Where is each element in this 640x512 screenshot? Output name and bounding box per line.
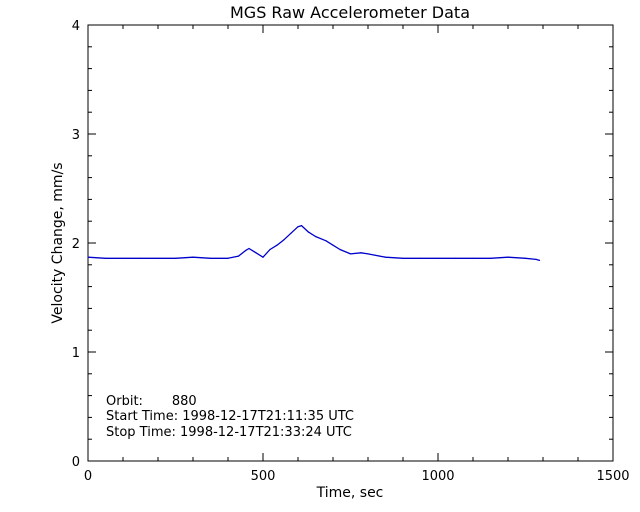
data-point	[472, 257, 474, 259]
data-point	[339, 248, 341, 251]
data-point	[360, 252, 362, 254]
data-point	[209, 257, 212, 259]
x-axis-label: Time, sec	[316, 485, 384, 501]
data-point	[454, 257, 457, 259]
y-tick-label: 3	[72, 128, 80, 143]
data-point	[276, 244, 278, 246]
data-point	[297, 226, 299, 228]
data-point	[538, 259, 541, 261]
data-point	[300, 225, 303, 227]
data-point	[244, 250, 247, 252]
data-point	[122, 257, 124, 259]
data-point	[255, 252, 257, 254]
data-point	[489, 257, 492, 259]
data-point	[290, 232, 292, 234]
y-tick-label: 1	[72, 346, 80, 361]
data-point	[192, 256, 194, 258]
x-tick-label: 1500	[596, 469, 629, 484]
data-point	[237, 255, 240, 257]
series-layer	[87, 224, 541, 262]
data-point	[227, 257, 229, 259]
x-tick-label: 0	[84, 469, 92, 484]
annotation-start-time: Start Time: 1998-12-17T21:11:35 UTC	[106, 409, 354, 424]
data-point	[349, 253, 352, 255]
data-point	[419, 257, 422, 259]
data-point	[384, 256, 387, 258]
data-point	[174, 257, 177, 259]
chart-title: MGS Raw Accelerometer Data	[230, 3, 470, 22]
data-point	[367, 253, 369, 255]
x-tick-label: 1000	[421, 469, 454, 484]
data-point	[269, 248, 271, 251]
data-point	[314, 235, 317, 238]
data-point	[524, 257, 527, 259]
data-point	[437, 257, 439, 259]
data-point	[325, 240, 327, 242]
data-point	[507, 256, 509, 258]
data-point	[535, 258, 537, 260]
data-point	[307, 231, 310, 233]
y-tick-labels: 0 1 2 3 4	[72, 19, 80, 470]
data-point	[139, 257, 142, 259]
data-point	[87, 256, 89, 258]
x-tick-labels: 0 500 1000 1500	[84, 469, 630, 484]
annotation-orbit: Orbit: 880	[106, 394, 197, 409]
data-point	[402, 257, 404, 259]
series-line	[87, 224, 540, 262]
y-tick-label: 2	[72, 237, 80, 252]
axis-ticks	[87, 24, 614, 462]
data-point	[104, 257, 107, 259]
data-point	[248, 247, 250, 250]
x-tick-label: 500	[251, 469, 276, 484]
data-point	[332, 244, 334, 246]
data-point	[157, 257, 159, 259]
y-axis-label: Velocity Change, mm/s	[50, 162, 66, 323]
y-tick-label: 0	[72, 455, 80, 470]
y-tick-label: 4	[72, 19, 80, 34]
data-point	[262, 256, 264, 258]
annotation-stop-time: Stop Time: 1998-12-17T21:33:24 UTC	[106, 425, 352, 440]
data-point	[283, 239, 285, 241]
